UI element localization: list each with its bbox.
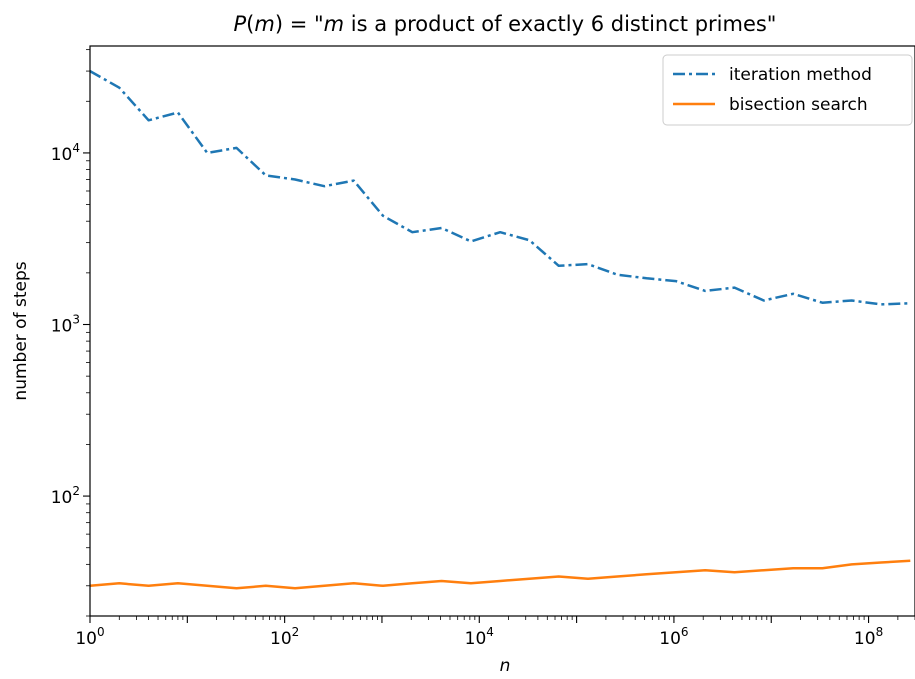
y-tick-label: 104 (51, 141, 80, 165)
x-axis-ticks: 100 102 104 106 108 (75, 616, 915, 649)
x-axis-label: n (500, 656, 511, 676)
legend: iteration method bisection search (663, 55, 912, 125)
legend-label-iteration-method: iteration method (729, 65, 872, 85)
series-line-bisection-search (90, 561, 910, 589)
plot-series (90, 71, 910, 588)
chart-title: P(m) = "m is a product of exactly 6 dist… (234, 12, 777, 36)
y-axis-label: number of steps (11, 261, 31, 400)
y-tick-label: 103 (51, 313, 80, 337)
x-tick-label: 108 (854, 625, 883, 649)
x-tick-label: 100 (75, 625, 104, 649)
y-axis-ticks: 102 103 104 (51, 50, 90, 616)
x-tick-label: 106 (659, 625, 688, 649)
x-tick-label: 104 (465, 625, 494, 649)
plot-frame (90, 46, 915, 616)
legend-label-bisection-search: bisection search (729, 95, 868, 115)
y-tick-label: 102 (51, 484, 80, 508)
x-tick-label: 102 (270, 625, 299, 649)
